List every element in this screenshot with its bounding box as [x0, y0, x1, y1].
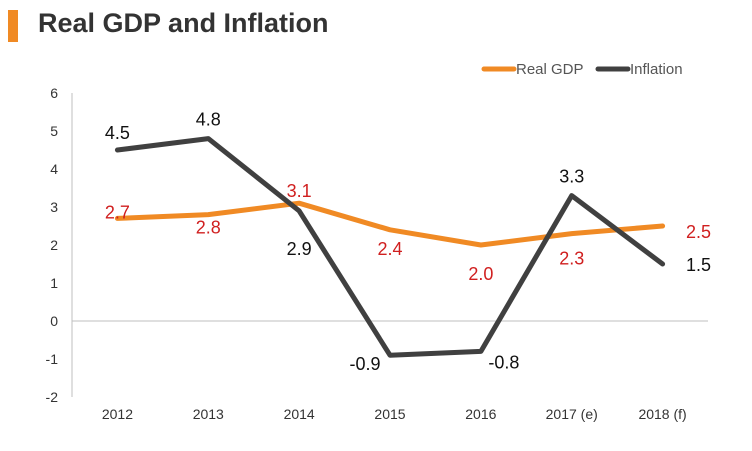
y-tick-label: 5 — [50, 123, 58, 139]
data-label-real-gdp: 2.8 — [196, 218, 221, 238]
data-label-inflation: 1.5 — [686, 255, 711, 275]
data-label-inflation: 3.3 — [559, 167, 584, 187]
data-label-inflation: -0.8 — [488, 352, 519, 372]
y-tick-label: 3 — [50, 199, 58, 215]
data-label-real-gdp: 2.4 — [377, 239, 402, 259]
data-label-inflation: 4.5 — [105, 123, 130, 143]
legend-label-real-gdp: Real GDP — [516, 61, 584, 78]
data-label-real-gdp: 3.1 — [287, 181, 312, 201]
legend-label-inflation: Inflation — [630, 61, 683, 78]
title-accent-bar — [8, 10, 18, 42]
x-tick-label: 2016 — [465, 406, 496, 422]
y-tick-label: 1 — [50, 275, 58, 291]
x-tick-label: 2015 — [374, 406, 405, 422]
data-label-inflation: -0.9 — [349, 354, 380, 374]
y-tick-label: 6 — [50, 85, 58, 101]
data-label-real-gdp: 2.7 — [105, 202, 130, 222]
x-tick-label: 2013 — [193, 406, 224, 422]
data-label-inflation: 4.8 — [196, 110, 221, 130]
y-tick-label: -1 — [46, 351, 59, 367]
x-tick-label: 2017 (e) — [546, 406, 598, 422]
x-tick-label: 2018 (f) — [638, 406, 686, 422]
y-tick-label: 4 — [50, 161, 58, 177]
chart-title: Real GDP and Inflation — [38, 8, 329, 38]
y-tick-label: 0 — [50, 313, 58, 329]
x-tick-label: 2014 — [284, 406, 315, 422]
data-label-real-gdp: 2.5 — [686, 222, 711, 242]
y-tick-label: 2 — [50, 237, 58, 253]
data-label-real-gdp: 2.0 — [468, 264, 493, 284]
series-line-real-gdp — [114, 200, 666, 248]
data-label-real-gdp: 2.3 — [559, 249, 584, 269]
series-line-inflation — [114, 136, 666, 358]
data-label-inflation: 2.9 — [287, 239, 312, 259]
x-tick-label: 2012 — [102, 406, 133, 422]
y-tick-label: -2 — [46, 389, 59, 405]
